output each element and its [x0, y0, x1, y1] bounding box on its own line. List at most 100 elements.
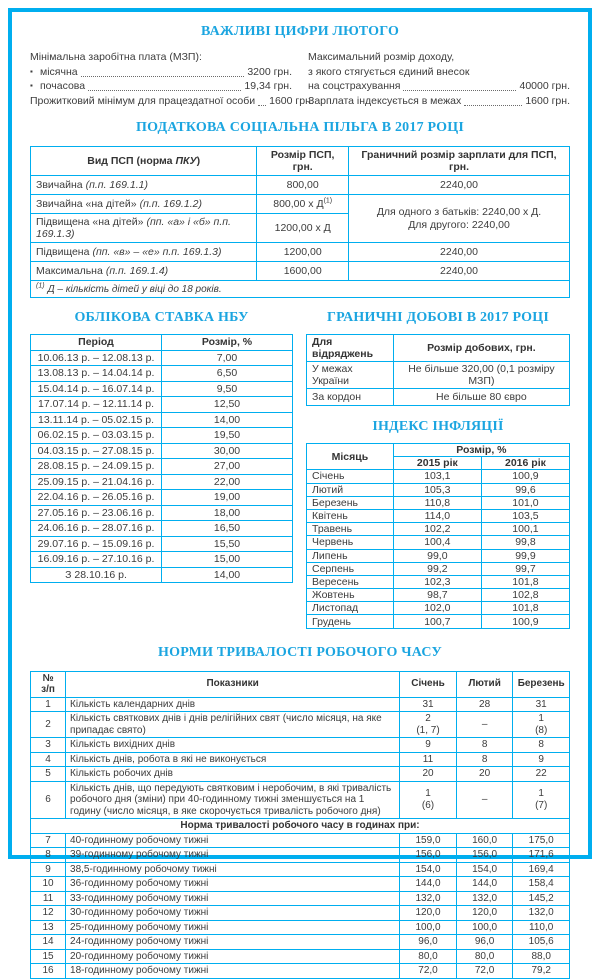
- cell: 158,4: [512, 876, 570, 892]
- cell: 06.02.15 р. – 03.03.15 р.: [30, 427, 162, 444]
- cell: Серпень: [306, 561, 394, 576]
- cell: 39-годинному робочому тижні: [65, 847, 401, 863]
- cell: Квітень: [306, 508, 394, 524]
- cell: 30-годинному робочому тижні: [65, 905, 401, 921]
- cell: 101,0: [480, 495, 571, 510]
- cell: 25.09.15 р. – 21.04.16 р.: [30, 473, 162, 490]
- dotted-leader: [258, 104, 267, 106]
- cell: 79,2: [512, 963, 570, 979]
- cell: Вересень: [306, 574, 394, 590]
- table-row: Максимальна (п.п. 169.1.4) 1600,00 2240,0…: [29, 261, 570, 281]
- cell: 18,00: [161, 504, 293, 521]
- cell: 2240,00: [348, 261, 570, 281]
- table-row: Липень 99,0 99,9: [306, 548, 571, 563]
- table-header-row: Вид ПСП (норма ПКУ) Розмір ПСП, грн. Гран…: [29, 146, 570, 176]
- column-header: Березень: [512, 670, 570, 698]
- cell: 14,00: [161, 566, 293, 583]
- cell: 16,50: [161, 520, 293, 537]
- cell: 10.06.13 р. – 12.08.13 р.: [30, 349, 162, 366]
- cell: У межах України: [306, 361, 394, 389]
- table-row: 10 36-годинному робочому тижні 144,0 144…: [29, 876, 570, 892]
- cell: 103,5: [480, 508, 571, 524]
- figure-value: 19,34 грн.: [244, 80, 292, 92]
- cell: 1600,00: [256, 261, 349, 281]
- cell: 1 (7): [512, 780, 570, 820]
- cell: 13.08.13 р. – 14.04.14 р.: [30, 365, 162, 382]
- cell: 145,2: [512, 890, 570, 907]
- cell: Січень: [306, 469, 394, 484]
- cell: 102,3: [392, 574, 482, 590]
- table-header-row: Місяць Розмір, %: [306, 442, 571, 471]
- table-row: 16 18-годинному робочому тижні 72,0 72,0…: [29, 963, 570, 979]
- dotted-leader: [464, 104, 523, 106]
- cell: 99,9: [480, 548, 571, 563]
- cell: 25-годинному робочому тижні: [65, 919, 401, 936]
- cell: 98,7: [392, 588, 482, 603]
- table-row: 14 24-годинному робочому тижні 96,0 96,0…: [29, 934, 570, 950]
- table-row: 28.08.15 р. – 24.09.15 р. 27,00: [30, 458, 293, 475]
- table-row: 06.02.15 р. – 03.03.15 р. 19,50: [30, 427, 293, 444]
- cell: 80,0: [399, 948, 457, 965]
- table-row: 12 30-годинному робочому тижні 120,0 120…: [29, 905, 570, 921]
- cell: Не більше 80 євро: [392, 388, 571, 406]
- section-header-row: Норма тривалості робочого часу в годинах…: [30, 818, 570, 834]
- column-header: Розмір, %: [392, 442, 571, 458]
- cell: 156,0: [455, 847, 514, 863]
- cell: 120,0: [399, 905, 457, 921]
- cell: 16.09.16 р. – 27.10.16 р.: [30, 551, 162, 568]
- cell: 10: [29, 876, 67, 892]
- table-row: Квітень 114,0 103,5: [306, 508, 571, 524]
- cell: 11: [399, 751, 457, 768]
- table-row: 25.09.15 р. – 21.04.16 р. 22,00: [30, 473, 293, 490]
- cell: 20: [455, 766, 514, 782]
- dotted-leader: [403, 90, 517, 91]
- table-row: 6 Кількість днів, що передують святковим…: [29, 780, 570, 820]
- column-header: Лютий: [455, 670, 514, 698]
- cell: 144,0: [455, 876, 514, 892]
- cell: Звичайна (п.п. 169.1.1): [29, 175, 258, 195]
- cell: 80,0: [455, 948, 514, 965]
- document-content: ВАЖЛИВІ ЦИФРИ ЛЮТОГО Мінімальна заробітн…: [29, 24, 571, 979]
- cell: 110,0: [512, 919, 570, 936]
- cell: 22.04.16 р. – 26.05.16 р.: [30, 489, 162, 506]
- cell: 30,00: [161, 442, 293, 459]
- column-header: № з/п: [29, 670, 67, 698]
- table-row: 04.03.15 р. – 27.08.15 р. 30,00: [30, 442, 293, 459]
- cell: 20: [399, 766, 457, 782]
- cell: Не більше 320,00 (0,1 розміру МЗП): [392, 361, 571, 389]
- cell: 16: [29, 963, 67, 979]
- dotted-leader: [80, 75, 245, 77]
- cell: 14: [29, 934, 67, 950]
- cell: 7,00: [161, 349, 293, 366]
- cell: 15.04.14 р. – 16.07.14 р.: [30, 380, 162, 397]
- figure-row: на соцстрахування 40000 грн.: [308, 79, 570, 94]
- cell: 160,0: [455, 832, 514, 849]
- cell: 100,7: [392, 614, 482, 629]
- cell: Максимальна (п.п. 169.1.4): [29, 261, 258, 281]
- cell: 105,3: [392, 482, 482, 497]
- column-header: Розмір ПСП, грн.: [256, 146, 349, 176]
- cell: 11: [29, 890, 67, 907]
- cell: Лютий: [306, 482, 394, 497]
- cell: 72,0: [399, 963, 457, 979]
- cell: 132,0: [512, 905, 570, 921]
- cell: 72,0: [455, 963, 514, 979]
- column-header: Період: [30, 334, 162, 351]
- cell: 96,0: [399, 934, 457, 950]
- table-row: 27.05.16 р. – 23.06.16 р. 18,00: [30, 504, 293, 521]
- cell: 18-годинному робочому тижні: [65, 963, 401, 979]
- column-header: Січень: [399, 670, 457, 698]
- min-wage-heading: Мінімальна заробітна плата (МЗП):: [30, 51, 202, 63]
- table-row: 1 Кількість календарних днів 31 28 31: [29, 696, 570, 713]
- column-header: 2016 рік: [480, 456, 571, 471]
- cell: 14,00: [161, 411, 293, 428]
- cell: 6: [29, 780, 67, 820]
- table-row: Березень 110,8 101,0: [306, 495, 571, 510]
- cell: Кількість днів, що передують святковим і…: [65, 780, 401, 820]
- inflation-title: ІНДЕКС ІНФЛЯЦІЇ: [372, 419, 504, 434]
- cell: 17.07.14 р. – 12.11.14 р.: [30, 396, 162, 413]
- cell: 29.07.16 р. – 15.09.16 р.: [30, 535, 162, 552]
- table-row: 2 Кількість святкових днів і днів релігі…: [29, 711, 570, 739]
- cell: 8: [512, 737, 570, 753]
- cell: 8: [455, 751, 514, 768]
